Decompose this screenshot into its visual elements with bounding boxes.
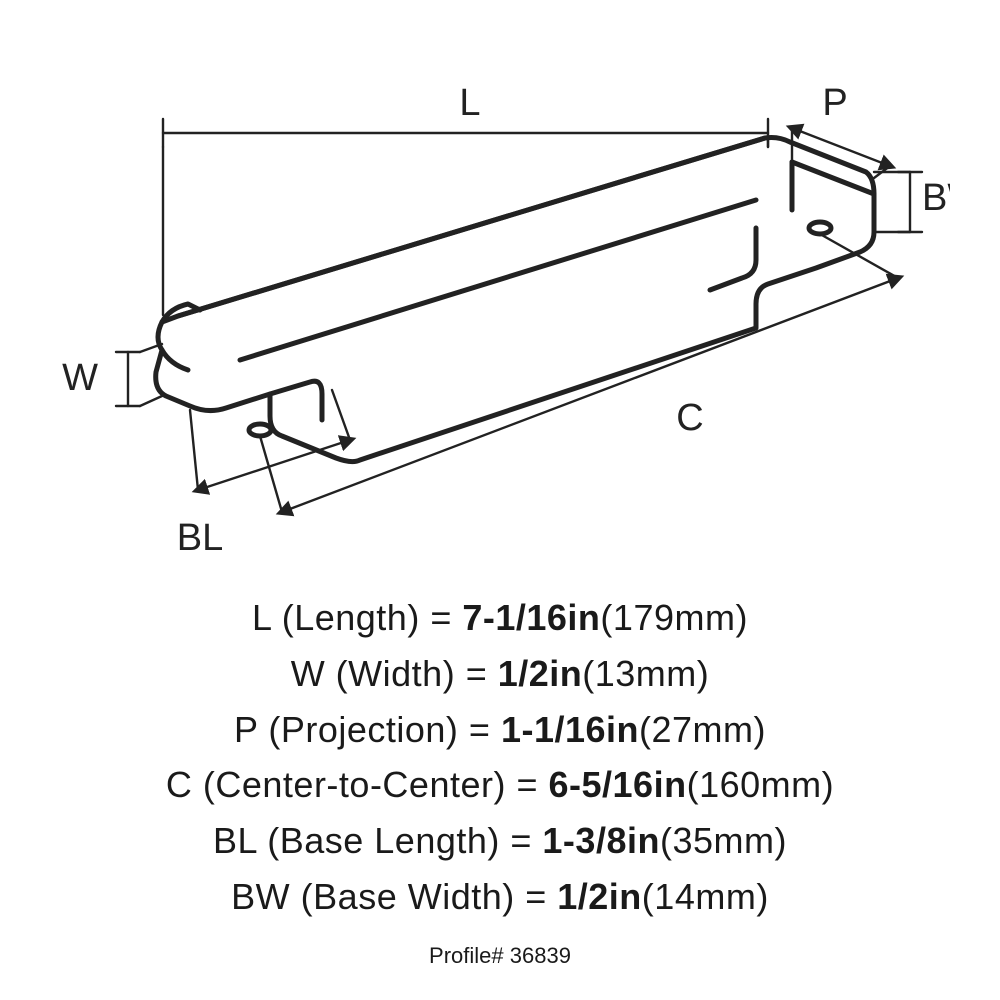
- spec-imperial: 1/2in: [557, 876, 642, 917]
- spec-line-w: W (Width) = 1/2in(13mm): [0, 646, 1000, 702]
- spec-metric: (160mm): [687, 764, 835, 805]
- spec-label: L (Length) =: [252, 597, 462, 638]
- spec-line-bw: BW (Base Width) = 1/2in(14mm): [0, 869, 1000, 925]
- dimension-diagram: L P BW W C BL: [50, 60, 950, 560]
- dim-label-l: L: [459, 82, 480, 124]
- dim-label-bl: BL: [177, 517, 223, 559]
- profile-footer: Profile# 36839: [0, 943, 1000, 969]
- spec-label: C (Center-to-Center) =: [166, 764, 549, 805]
- diagram-svg: L P BW W C BL: [50, 60, 950, 560]
- spec-metric: (27mm): [639, 709, 766, 750]
- dim-label-c: C: [676, 397, 703, 439]
- spec-block: L (Length) = 7-1/16in(179mm) W (Width) =…: [0, 590, 1000, 969]
- spec-imperial: 1-3/8in: [542, 820, 660, 861]
- dim-label-w: W: [62, 357, 98, 399]
- spec-line-l: L (Length) = 7-1/16in(179mm): [0, 590, 1000, 646]
- spec-label: P (Projection) =: [234, 709, 501, 750]
- spec-line-p: P (Projection) = 1-1/16in(27mm): [0, 702, 1000, 758]
- spec-imperial: 1/2in: [498, 653, 583, 694]
- spec-label: W (Width) =: [291, 653, 498, 694]
- spec-imperial: 6-5/16in: [549, 764, 687, 805]
- spec-metric: (35mm): [660, 820, 787, 861]
- spec-line-c: C (Center-to-Center) = 6-5/16in(160mm): [0, 757, 1000, 813]
- spec-imperial: 1-1/16in: [501, 709, 639, 750]
- dim-label-p: P: [822, 82, 847, 124]
- spec-metric: (14mm): [642, 876, 769, 917]
- spec-line-bl: BL (Base Length) = 1-3/8in(35mm): [0, 813, 1000, 869]
- dim-label-bw: BW: [922, 177, 950, 219]
- spec-label: BW (Base Width) =: [231, 876, 557, 917]
- spec-imperial: 7-1/16in: [462, 597, 600, 638]
- spec-metric: (179mm): [600, 597, 748, 638]
- spec-label: BL (Base Length) =: [213, 820, 542, 861]
- spec-metric: (13mm): [582, 653, 709, 694]
